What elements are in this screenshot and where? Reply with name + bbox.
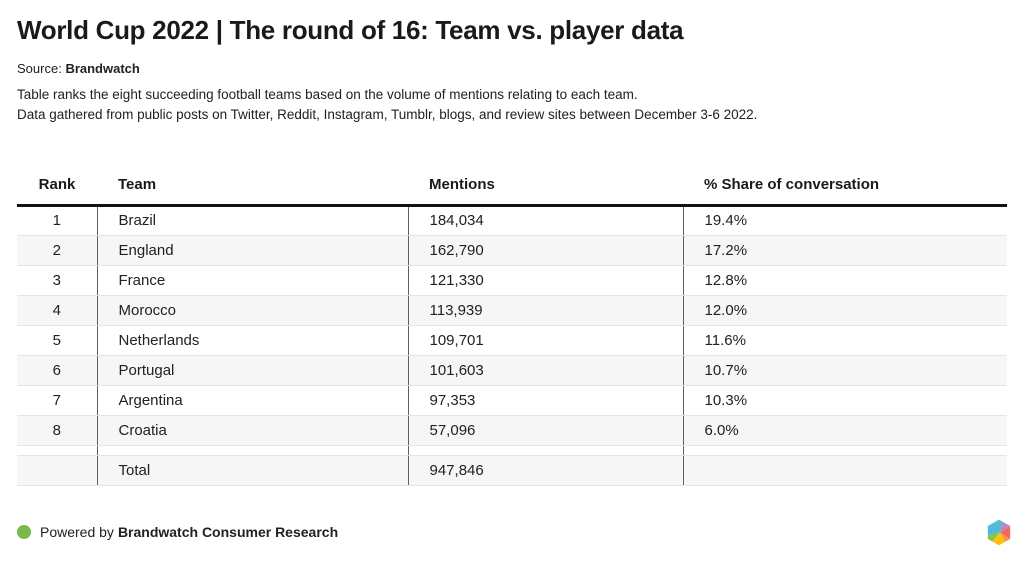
table-row: 5 Netherlands 109,701 11.6%: [17, 325, 1007, 356]
team-cell: England: [96, 235, 408, 266]
green-dot: [17, 525, 31, 539]
mentions-cell: 97,353: [407, 385, 683, 416]
team-cell: Brazil: [96, 205, 408, 236]
share-cell: 12.8%: [682, 265, 1007, 296]
total-mentions-cell: 947,846: [407, 455, 683, 486]
mentions-cell: 109,701: [407, 325, 683, 356]
table-row: 3 France 121,330 12.8%: [17, 265, 1007, 296]
share-cell: 12.0%: [682, 295, 1007, 326]
table-row: 2 England 162,790 17.2%: [17, 235, 1007, 266]
description-line-1: Table ranks the eight succeeding footbal…: [17, 86, 638, 102]
footer-attribution: Powered by Brandwatch Consumer Research: [17, 524, 338, 540]
team-cell: France: [96, 265, 408, 296]
logo-facet-yellow: [992, 532, 1005, 546]
logo-facet-purple: [999, 521, 1011, 533]
spacer-cell: [407, 445, 683, 456]
powered-by-text: Powered by: [40, 524, 114, 540]
table-row: 8 Croatia 57,096 6.0%: [17, 415, 1007, 446]
team-cell: Portugal: [96, 355, 408, 386]
brand-name-text: Brandwatch Consumer Research: [117, 524, 339, 540]
column-header-mentions: Mentions: [408, 168, 683, 207]
source-value: Brandwatch: [65, 60, 140, 76]
share-cell: 10.3%: [682, 385, 1007, 416]
rank-cell: 1: [17, 205, 97, 236]
total-row: Total 947,846: [17, 455, 1007, 486]
infographic-page: World Cup 2022 | The round of 16: Team v…: [17, 15, 1007, 486]
column-header-rank: Rank: [17, 168, 97, 207]
spacer-cell: [682, 445, 1007, 456]
description: Table ranks the eight succeeding footbal…: [17, 85, 1007, 125]
source-line: Source: Brandwatch: [17, 61, 1007, 76]
team-cell: Croatia: [96, 415, 408, 446]
spacer-cell: [96, 445, 408, 456]
rank-cell: 4: [17, 295, 97, 326]
total-label-cell: Total: [96, 455, 408, 486]
logo-facet-red: [999, 526, 1011, 539]
rank-cell: 6: [17, 355, 97, 386]
rank-cell: 7: [17, 385, 97, 416]
rank-cell: 5: [17, 325, 97, 356]
column-header-team: Team: [97, 168, 408, 207]
green-dot-icon: [17, 525, 31, 539]
table-row: 1 Brazil 184,034 19.4%: [17, 205, 1007, 236]
mentions-cell: 57,096: [407, 415, 683, 446]
rank-cell: 3: [17, 265, 97, 296]
spacer-cell: [17, 445, 97, 456]
share-cell: 10.7%: [682, 355, 1007, 386]
brandwatch-hexagon-logo-icon: [987, 519, 1011, 546]
page-title: World Cup 2022 | The round of 16: Team v…: [17, 15, 684, 45]
table-body: 1 Brazil 184,034 19.4% 2 England 162,790…: [17, 205, 1007, 486]
header-row: Rank Team Mentions % Share of conversati…: [17, 168, 1007, 207]
mentions-cell: 121,330: [407, 265, 683, 296]
logo-facet-orange: [999, 532, 1011, 543]
logo-facet-blue: [987, 519, 1003, 536]
share-cell: 17.2%: [682, 235, 1007, 266]
mentions-cell: 113,939: [407, 295, 683, 326]
share-cell: 11.6%: [682, 325, 1007, 356]
total-share-cell: [682, 455, 1007, 486]
team-cell: Morocco: [96, 295, 408, 326]
mentions-cell: 101,603: [407, 355, 683, 386]
share-cell: 19.4%: [682, 205, 1007, 236]
table-row: 6 Portugal 101,603 10.7%: [17, 355, 1007, 386]
spacer-row: [17, 445, 1007, 456]
team-cell: Argentina: [96, 385, 408, 416]
table-row: 4 Morocco 113,939 12.0%: [17, 295, 1007, 326]
table-header: Rank Team Mentions % Share of conversati…: [17, 168, 1007, 207]
team-cell: Netherlands: [96, 325, 408, 356]
description-line-2: Data gathered from public posts on Twitt…: [17, 106, 758, 122]
mentions-table: Rank Team Mentions % Share of conversati…: [17, 168, 1007, 486]
source-label: Source:: [17, 60, 62, 76]
rank-cell: 8: [17, 415, 97, 446]
total-rank-cell: [17, 455, 97, 486]
share-cell: 6.0%: [682, 415, 1007, 446]
logo-facet-green: [987, 532, 1000, 542]
mentions-cell: 162,790: [407, 235, 683, 266]
table-row: 7 Argentina 97,353 10.3%: [17, 385, 1007, 416]
column-header-share: % Share of conversation: [683, 168, 1007, 207]
rank-cell: 2: [17, 235, 97, 266]
mentions-cell: 184,034: [407, 205, 683, 236]
